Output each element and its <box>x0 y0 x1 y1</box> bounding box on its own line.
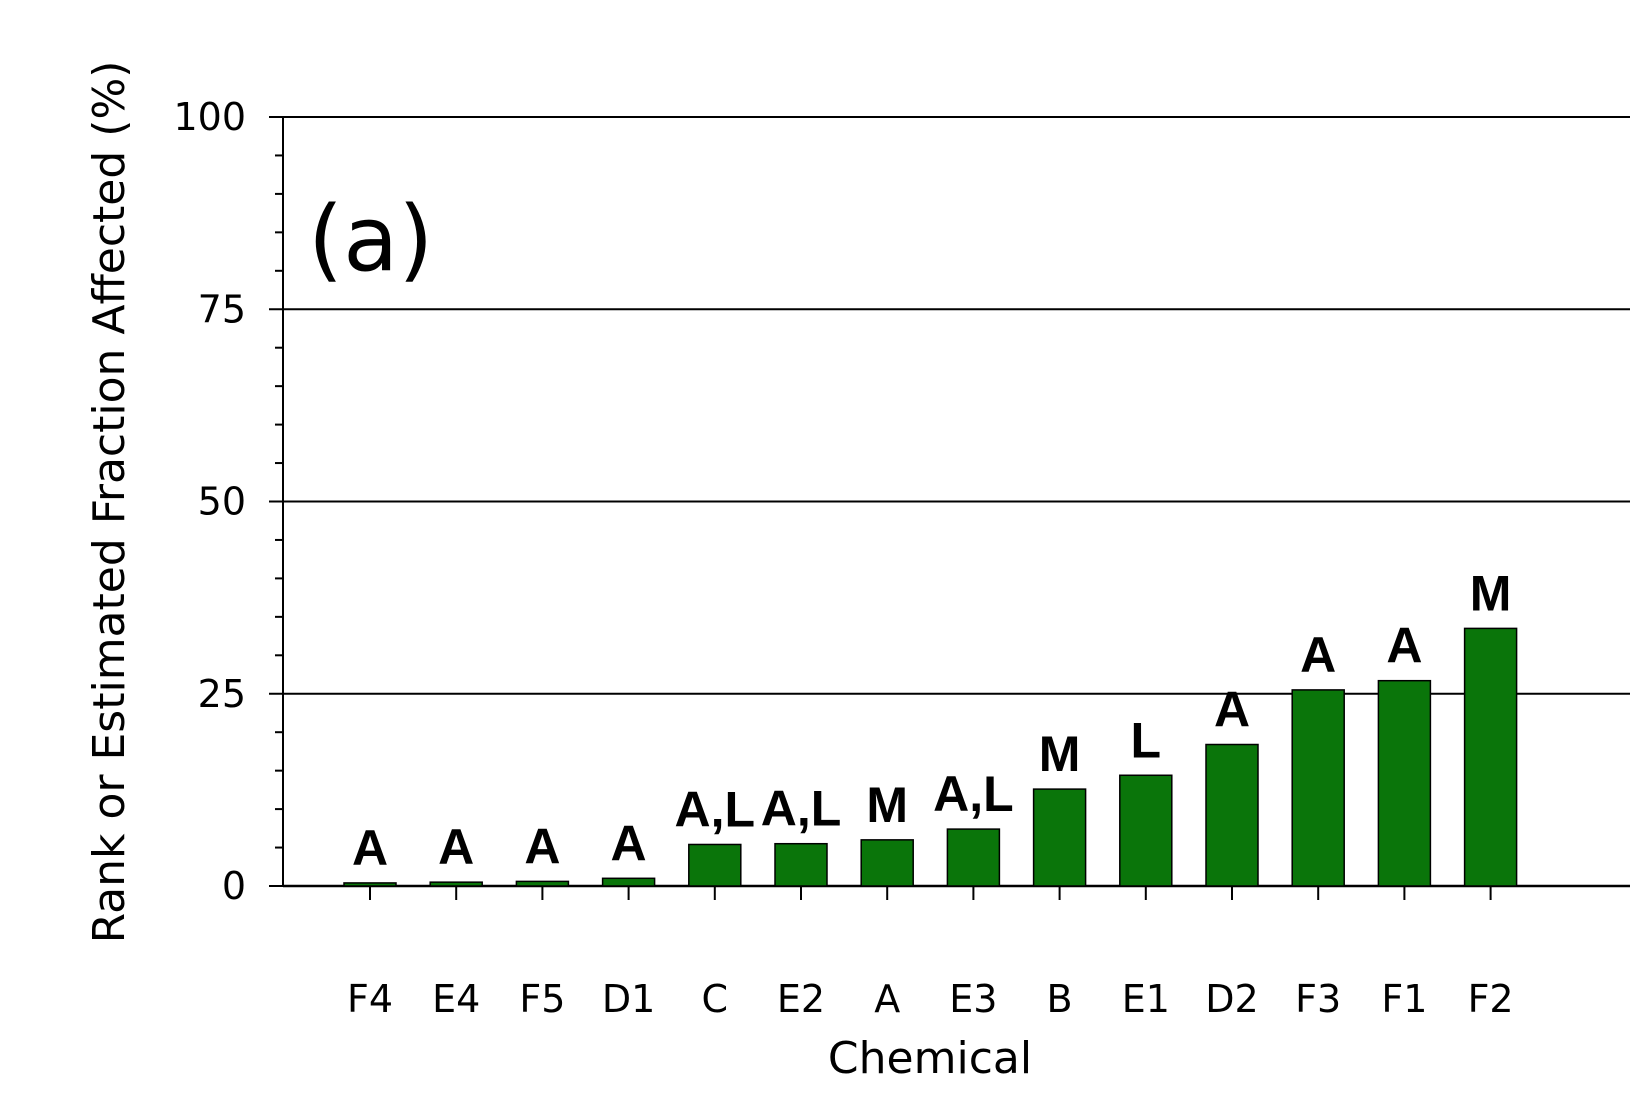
x-tick-label: F3 <box>1295 977 1341 1021</box>
x-tick-label: C <box>702 977 729 1021</box>
tick-labels: 0 25 50 75 100 F4 E4 F5 D1 C E2 A E3 B E1 D2 F3 F1 F2 <box>173 95 1513 1021</box>
bar-annotation: A <box>1214 682 1250 738</box>
bar <box>1291 689 1345 887</box>
bar <box>1377 679 1432 887</box>
bar-annotation: A <box>611 815 647 871</box>
bar <box>429 881 483 887</box>
bar <box>774 842 828 887</box>
bar <box>1119 774 1173 887</box>
x-tick-label: F1 <box>1381 977 1427 1021</box>
y-tick-label: 50 <box>198 480 246 524</box>
x-tick-label: F5 <box>519 977 565 1021</box>
bar <box>515 880 570 887</box>
x-tick-label: D1 <box>602 977 655 1021</box>
bars <box>343 627 1518 887</box>
bar-annotation: A <box>352 820 388 876</box>
bar-annotation: M <box>1470 565 1512 621</box>
x-tick-label: E4 <box>432 977 480 1021</box>
y-tick-label: 100 <box>173 95 246 139</box>
x-tick-label: F4 <box>347 977 393 1021</box>
bar-annotation: M <box>866 777 908 833</box>
bar-annotation: A,L <box>933 766 1014 822</box>
x-tick-label: F2 <box>1468 977 1514 1021</box>
bar-labels: A A A AA,L A,L M A,LM LAA AM <box>352 565 1511 876</box>
x-axis-title: Chemical <box>828 1033 1032 1084</box>
x-tick-label: E2 <box>777 977 825 1021</box>
y-tick-label: 25 <box>198 672 246 716</box>
x-tick-label: B <box>1047 977 1073 1021</box>
y-axis-title: Rank or Estimated Fraction Affected (%) <box>84 61 135 944</box>
bar <box>1205 743 1259 887</box>
x-tick-label: D2 <box>1205 977 1258 1021</box>
bar <box>343 882 397 887</box>
bar-annotation: L <box>1131 712 1162 768</box>
x-tick-label: A <box>874 977 900 1021</box>
bar-annotation: A,L <box>675 781 756 837</box>
bar-annotation: A,L <box>761 781 842 837</box>
bar <box>1463 627 1518 887</box>
gridlines <box>283 116 1630 695</box>
bar-annotation: A <box>438 819 474 875</box>
bar-annotation: A <box>1300 627 1336 683</box>
x-tick-label: E3 <box>949 977 997 1021</box>
bar-annotation: M <box>1039 726 1081 782</box>
y-tick-label: 75 <box>198 287 246 331</box>
bar <box>601 877 656 887</box>
y-tick-label: 0 <box>222 864 246 908</box>
bar <box>946 828 1001 887</box>
bar <box>1032 788 1087 887</box>
bar-annotation: A <box>524 818 560 874</box>
bar <box>688 843 742 887</box>
bar <box>860 839 914 887</box>
x-tick-label: E1 <box>1122 977 1170 1021</box>
bar-annotation: A <box>1386 618 1422 674</box>
panel-label: (a) <box>308 187 433 292</box>
